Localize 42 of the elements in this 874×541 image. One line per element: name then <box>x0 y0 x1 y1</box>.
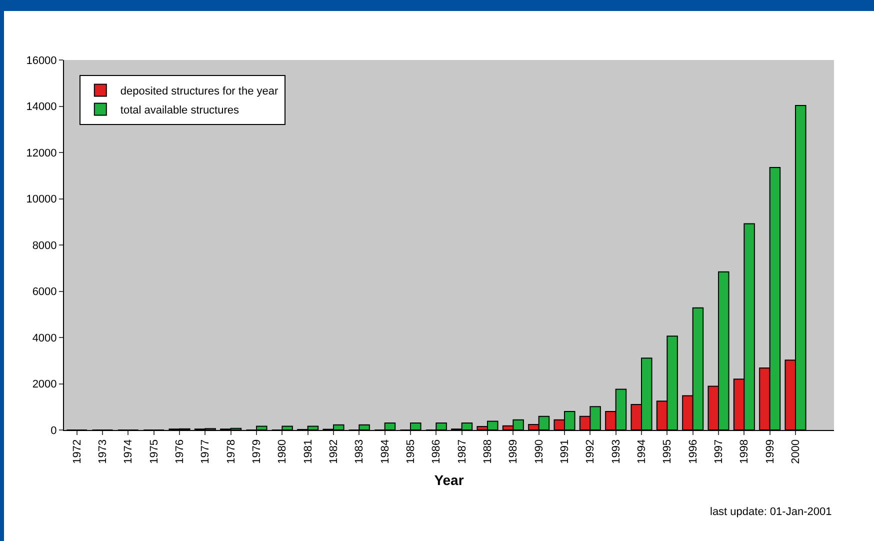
x-tick-label: 1987 <box>456 439 468 464</box>
y-tick-label: 0 <box>50 424 57 437</box>
x-tick-label: 1982 <box>328 439 340 464</box>
x-tick-label: 1986 <box>430 439 443 464</box>
x-tick-label: 1976 <box>174 439 186 464</box>
x-tick-label: 1983 <box>354 439 366 464</box>
x-tick-label: 1991 <box>559 439 572 464</box>
x-tick-label: 1999 <box>764 439 776 464</box>
x-tick-label: 2000 <box>790 439 802 464</box>
x-tick-label: 1975 <box>148 439 160 464</box>
legend-label: total available structures <box>120 104 240 117</box>
x-tick-label: 1984 <box>379 439 392 464</box>
x-tick-label: 1998 <box>738 439 751 464</box>
x-tick-label: 1974 <box>122 439 135 464</box>
x-tick-label: 1985 <box>405 439 418 464</box>
y-tick-label: 2000 <box>32 378 57 391</box>
x-tick-label: 1978 <box>225 439 238 464</box>
x-axis-title: Year <box>434 472 464 488</box>
x-tick-label: 1996 <box>687 439 700 464</box>
y-tick-label: 12000 <box>26 147 57 160</box>
text: last update: 01-Jan-2001 <box>710 506 832 518</box>
x-tick-label: 1989 <box>508 439 520 464</box>
y-tick-label: 14000 <box>26 101 57 114</box>
x-tick-label: 1980 <box>276 439 289 464</box>
x-tick-label: 1993 <box>610 439 622 464</box>
y-tick-label: 6000 <box>32 286 57 298</box>
x-tick-label: 1977 <box>200 439 212 464</box>
x-tick-label: 1988 <box>482 439 494 464</box>
y-tick-label: 16000 <box>26 54 57 67</box>
y-tick-label: 8000 <box>32 240 57 252</box>
x-tick-label: 1981 <box>302 439 314 464</box>
legend-label: deposited structures for the year <box>120 86 278 98</box>
y-tick-label: 4000 <box>32 332 57 344</box>
x-tick-label: 1992 <box>584 439 597 464</box>
x-tick-label: 1979 <box>251 439 264 464</box>
x-tick-label: 1994 <box>636 439 648 464</box>
x-tick-label: 1997 <box>713 439 726 464</box>
x-tick-label: 1995 <box>662 439 674 464</box>
y-tick-label: 10000 <box>26 194 57 206</box>
x-tick-label: 1973 <box>97 439 110 464</box>
x-tick-label: 1972 <box>71 439 84 464</box>
x-tick-label: 1990 <box>533 439 546 464</box>
